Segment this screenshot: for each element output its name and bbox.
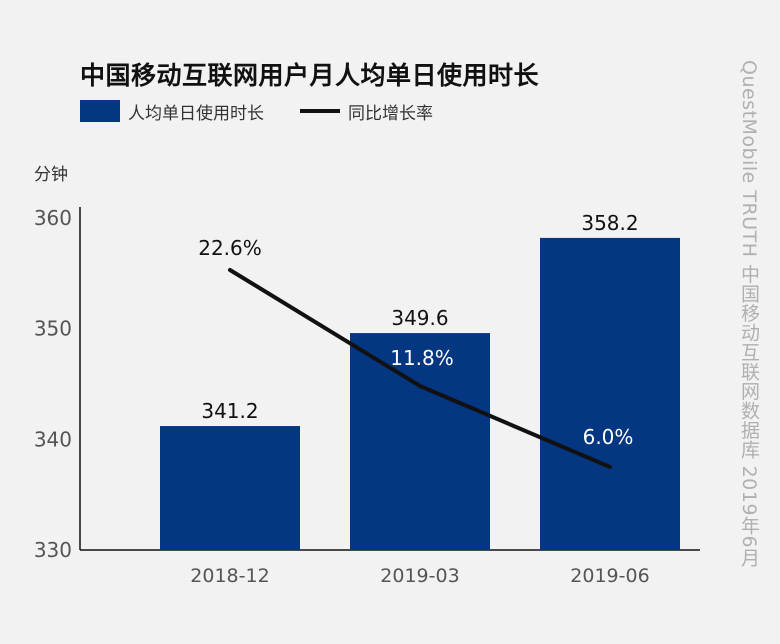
growth-rate-label: 22.6% — [198, 236, 262, 260]
x-tick-label: 2019-03 — [380, 565, 459, 587]
growth-rate-line — [228, 268, 612, 469]
legend-line-label: 同比增长率 — [348, 103, 433, 124]
growth-rate-label: 11.8% — [390, 346, 454, 370]
y-tick-label: 350 — [34, 317, 72, 341]
bar-value-label: 358.2 — [581, 211, 638, 235]
legend-line-swatch — [300, 109, 340, 113]
bar — [350, 333, 490, 550]
legend-item-line: 同比增长率 — [300, 99, 433, 124]
watermark: QuestMobile TRUTH 中国移动互联网数据库 2019年6月 — [738, 60, 760, 568]
x-tick-label: 2019-06 — [570, 565, 649, 587]
x-tick-label: 2018-12 — [190, 565, 269, 587]
y-axis-unit-label: 分钟 — [34, 165, 68, 185]
legend-item-bar: 人均单日使用时长 — [80, 99, 264, 124]
y-tick-label: 360 — [34, 206, 72, 230]
growth-rate-label: 6.0% — [583, 425, 634, 449]
y-tick-label: 330 — [34, 538, 72, 562]
y-tick-label: 340 — [34, 427, 72, 451]
chart-title: 中国移动互联网用户月人均单日使用时长 — [80, 61, 540, 90]
bar — [540, 237, 680, 551]
legend-bar-label: 人均单日使用时长 — [128, 103, 264, 124]
legend: 人均单日使用时长 同比增长率 — [80, 98, 469, 124]
bar-value-label: 349.6 — [391, 306, 448, 330]
legend-bar-swatch — [80, 100, 120, 122]
bar — [160, 426, 300, 550]
bar-value-label: 341.2 — [201, 399, 258, 423]
